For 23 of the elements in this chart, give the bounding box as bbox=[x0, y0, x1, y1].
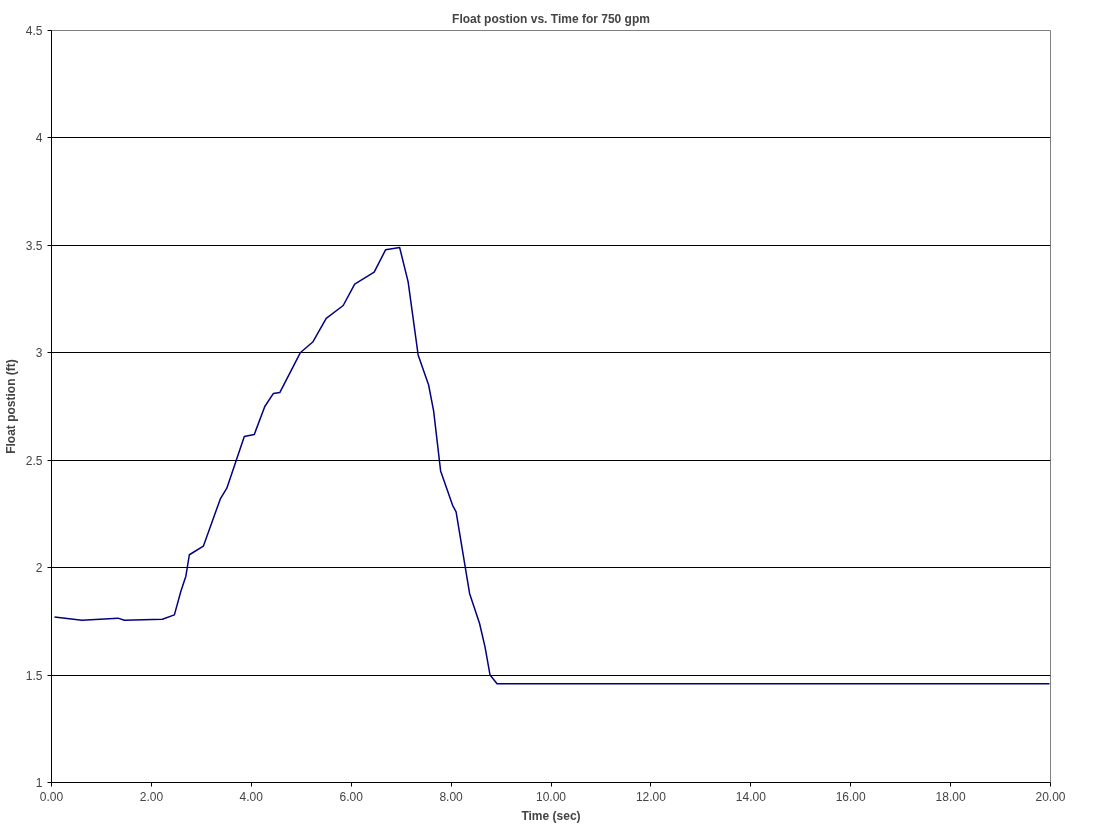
x-tick-label: 20.00 bbox=[1035, 789, 1066, 804]
chart-title: Float postion vs. Time for 750 gpm bbox=[452, 11, 650, 26]
y-tick-label: 2.5 bbox=[25, 453, 43, 468]
x-tick-label: 8.00 bbox=[439, 789, 464, 804]
x-tick-label: 10.00 bbox=[535, 789, 567, 804]
y-tick-label: 3.5 bbox=[25, 238, 43, 253]
y-tick-label: 3 bbox=[35, 346, 43, 361]
y-axis-title: Float postion (ft) bbox=[3, 359, 18, 454]
x-tick-label: 12.00 bbox=[635, 789, 667, 804]
x-axis-title: Time (sec) bbox=[521, 808, 581, 823]
x-tick-label: 4.00 bbox=[239, 789, 264, 804]
y-tick-label: 4 bbox=[35, 131, 43, 146]
x-tick-label: 2.00 bbox=[139, 789, 164, 804]
x-tick-label: 0.00 bbox=[39, 789, 64, 804]
y-tick-label: 2 bbox=[35, 561, 43, 576]
y-tick-label: 1.5 bbox=[25, 668, 43, 683]
x-tick-label: 16.00 bbox=[835, 789, 867, 804]
y-tick-label: 4.5 bbox=[25, 24, 43, 38]
x-tick-label: 6.00 bbox=[339, 789, 364, 804]
x-tick-label: 14.00 bbox=[735, 789, 767, 804]
x-tick-label: 18.00 bbox=[935, 789, 966, 804]
line-series bbox=[53, 246, 1051, 685]
y-tick-label: 1 bbox=[35, 776, 43, 790]
